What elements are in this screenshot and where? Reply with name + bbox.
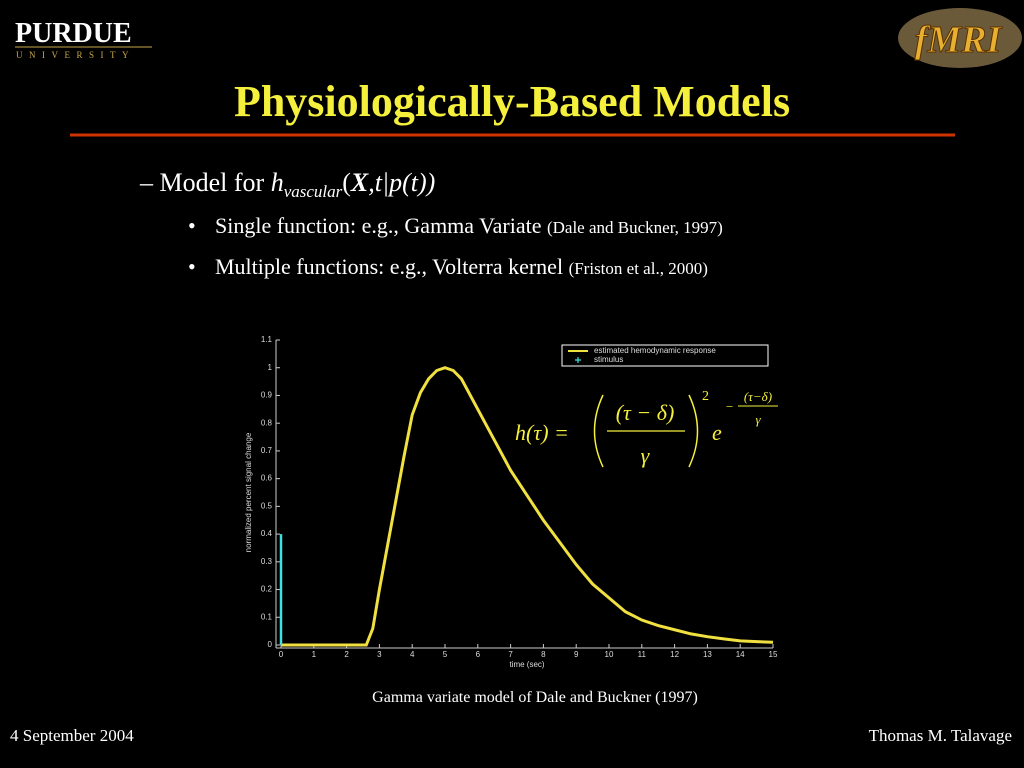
y-tick-label: 0.7 [261, 446, 273, 455]
footer-author: Thomas M. Talavage [869, 726, 1012, 745]
model-line: – Model for hvascular(X,t|p(t)) [139, 168, 435, 201]
x-tick-label: 10 [605, 650, 614, 659]
model-sub: vascular [284, 182, 343, 201]
logo-fmri: fMRI [915, 19, 1003, 61]
y-tick-label: 0.6 [261, 474, 273, 483]
legend-label: estimated hemodynamic response [594, 346, 716, 355]
chart: 00.10.20.30.40.50.60.70.80.911.10 1 2 3 4 5 6 7… [244, 335, 778, 669]
formula-den: γ [641, 443, 651, 468]
y-tick-label: 0.1 [261, 612, 273, 621]
logo-name: PURDUE [15, 18, 132, 49]
formula-minus: − [726, 399, 733, 414]
caption: Gamma variate model of Dale and Buckner … [372, 689, 698, 706]
legend-box [561, 344, 769, 367]
formula-lhs: h(τ) = [515, 420, 569, 445]
x-axis-label: time (sec) [509, 660, 544, 669]
y-tick-label: 0.2 [261, 585, 273, 594]
formula-e: e [712, 420, 722, 445]
formula-num: (τ − δ) [616, 400, 675, 425]
formula-exp-den: γ [755, 412, 761, 427]
formula: h(τ) = (τ − δ) γ 2 e − (τ−δ) γ [515, 389, 778, 468]
formula-exp-num: (τ−δ) [744, 389, 772, 404]
model-h: h [271, 168, 284, 197]
y-tick-label: 0 [268, 640, 273, 649]
x-tick-label: 8 [541, 650, 546, 659]
y-tick-label: 0.3 [261, 557, 273, 566]
y-tick-label: 1 [268, 363, 273, 372]
x-tick-label: 11 [638, 650, 647, 659]
bullet-cite: (Friston et al., 2000) [569, 259, 708, 278]
y-tick-label: 0.4 [261, 529, 273, 538]
x-tick-label: 9 [574, 650, 579, 659]
x-tick-label: 0 [279, 650, 284, 659]
y-tick-label: 1.1 [261, 335, 273, 344]
y-tick-label: 0.9 [261, 391, 273, 400]
bullet-main: Single function: e.g., Gamma Variate [215, 213, 541, 238]
logo-sub: UNIVERSITY [16, 50, 135, 60]
slide-title: Physiologically-Based Models [234, 77, 790, 126]
bullet: • [188, 213, 196, 238]
x-tick-label: 15 [769, 650, 778, 659]
x-tick-label: 12 [670, 650, 679, 659]
y-tick-label: 0.8 [261, 418, 273, 427]
footer-date: 4 September 2004 [10, 726, 134, 745]
bullet-text: Single function: e.g., Gamma Variate (Da… [215, 213, 723, 238]
x-tick-label: 2 [344, 650, 349, 659]
series-line [281, 366, 774, 647]
x-tick-label: 13 [703, 650, 712, 659]
legend-swatch [575, 357, 581, 363]
bullet-main: Multiple functions: e.g., Volterra kerne… [215, 254, 563, 279]
x-tick-label: 4 [410, 650, 415, 659]
x-tick-label: 3 [377, 650, 382, 659]
model-lead: Model for [160, 168, 265, 197]
x-tick-label: 5 [443, 650, 448, 659]
x-tick-label: 1 [312, 650, 317, 659]
x-tick-label: 6 [476, 650, 481, 659]
model-rest: ,t|p(t)) [368, 168, 435, 197]
logo-brain [898, 8, 1022, 68]
y-tick-label: 0.5 [261, 501, 273, 510]
bullet-cite: (Dale and Buckner, 1997) [547, 218, 723, 237]
x-tick-label: 7 [508, 650, 513, 659]
y-axis-label: normalized percent signal change [244, 432, 253, 552]
legend-label: stimulus [594, 355, 623, 364]
model-open: ( [342, 168, 351, 197]
formula-power: 2 [702, 389, 709, 404]
x-tick-label: 14 [736, 650, 745, 659]
model-x: X [350, 168, 369, 197]
bullet: • [188, 254, 196, 279]
paren [593, 394, 604, 468]
paren [688, 394, 699, 468]
bullet-text: Multiple functions: e.g., Volterra kerne… [215, 254, 708, 279]
